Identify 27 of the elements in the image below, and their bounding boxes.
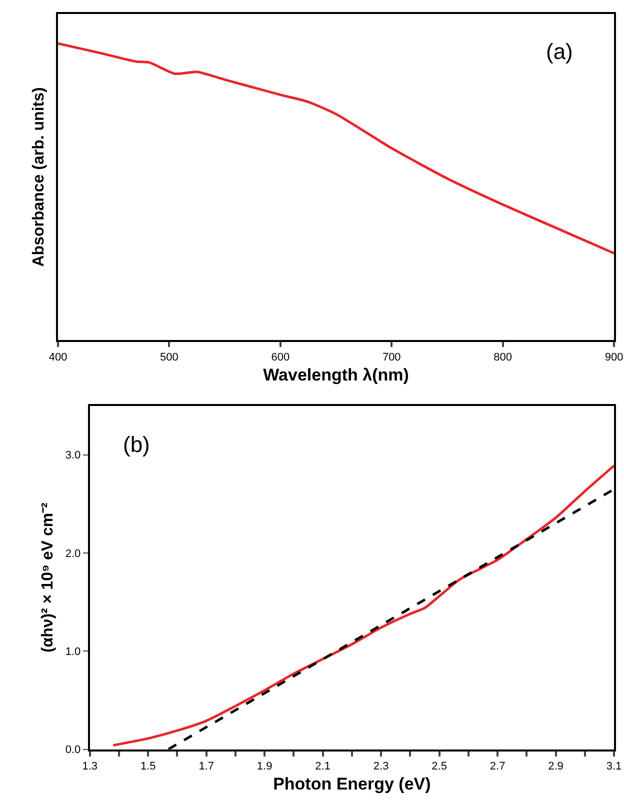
x-tick-label: 1.9: [256, 760, 272, 772]
y-axis-title: Absorbance (arb. units): [30, 87, 48, 267]
x-tick-label: 900: [604, 351, 624, 364]
x-tick-label: 2.1: [315, 760, 330, 772]
x-tick-label: 400: [48, 351, 68, 364]
y-tick-label: 0.0: [65, 744, 81, 756]
x-tick-label: 500: [160, 351, 178, 364]
x-axis-title: Wavelength λ(nm): [263, 365, 409, 384]
x-axis-title: Photon Energy (eV): [273, 774, 431, 794]
x-tick-label: 3.1: [606, 760, 622, 772]
x-tick-label: 2.9: [548, 760, 564, 772]
x-tick-label: 1.5: [140, 760, 156, 772]
x-tick-label: 700: [382, 351, 401, 364]
line-series: [112, 464, 614, 747]
x-tick-label: 2.5: [432, 760, 447, 772]
x-tick-label: 1.7: [198, 760, 214, 772]
x-tick-label: 2.7: [490, 760, 506, 772]
x-tick-label: 600: [271, 351, 290, 364]
y-tick-label: 1.0: [65, 646, 81, 658]
annotation: (b): [123, 432, 150, 457]
y-axis-title: (αhν)² × 10⁹ eV cm⁻²: [40, 502, 57, 653]
y-tick-label: 2.0: [65, 548, 81, 560]
x-tick-label: 2.3: [373, 760, 389, 772]
x-tick-label: 1.3: [82, 760, 98, 772]
x-tick-label: 800: [494, 351, 512, 364]
y-tick-label: 3.0: [65, 450, 81, 462]
annotation: (a): [546, 39, 573, 64]
